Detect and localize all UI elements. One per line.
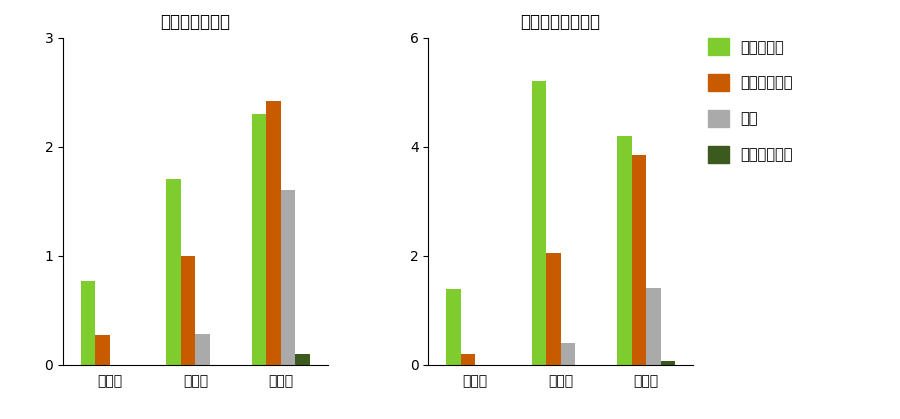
Bar bbox=[81, 281, 95, 365]
Bar bbox=[461, 354, 475, 365]
Title: 観察された個体数: 観察された個体数 bbox=[520, 13, 600, 31]
Bar bbox=[646, 288, 661, 365]
Legend: 送電線の下, 幼齢の人工林, 林道, 壮齢の人工林: 送電線の下, 幼齢の人工林, 林道, 壮齢の人工林 bbox=[708, 39, 793, 163]
Bar bbox=[532, 81, 546, 365]
Bar bbox=[617, 136, 632, 365]
Bar bbox=[546, 253, 561, 365]
Bar bbox=[561, 343, 575, 365]
Bar bbox=[266, 101, 281, 365]
Bar bbox=[446, 290, 461, 365]
Title: 観察された種数: 観察された種数 bbox=[160, 13, 230, 31]
Bar bbox=[181, 256, 195, 365]
Bar bbox=[281, 190, 295, 365]
Bar bbox=[166, 179, 181, 365]
Bar bbox=[661, 361, 675, 365]
Bar bbox=[632, 155, 646, 365]
Bar bbox=[195, 334, 210, 365]
Bar bbox=[252, 114, 266, 365]
Bar bbox=[295, 354, 310, 365]
Bar bbox=[95, 335, 110, 365]
